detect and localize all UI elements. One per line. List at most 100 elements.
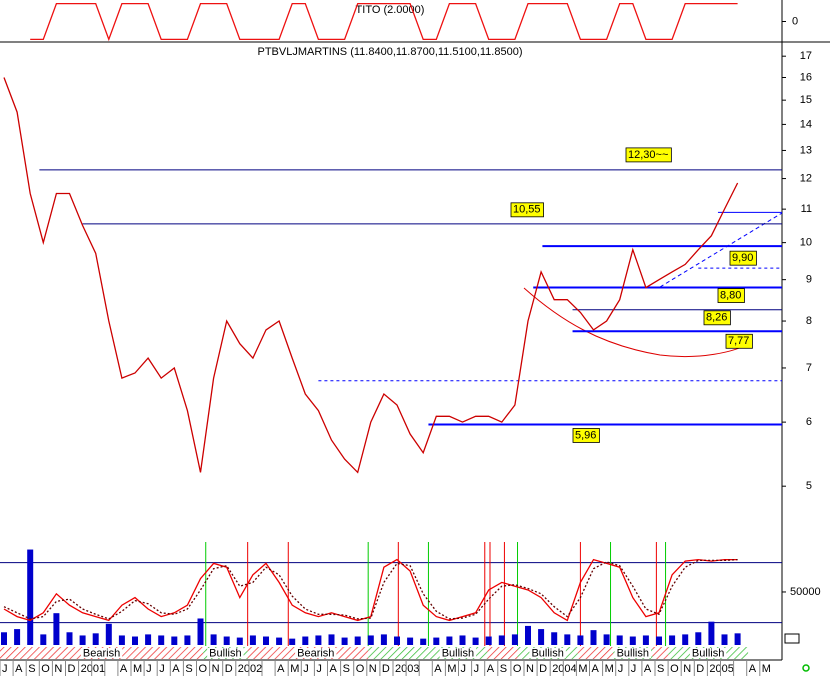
volume-bar [616, 635, 623, 645]
x-tick-label: N [54, 663, 62, 675]
volume-bar [721, 634, 728, 645]
y-tick-label: 13 [800, 144, 812, 156]
volume-bar [1, 632, 7, 645]
volume-bar [472, 637, 479, 645]
volume-bar [590, 630, 597, 645]
x-tick-label: D [225, 663, 233, 675]
scale-box [784, 633, 800, 644]
trend-region [368, 647, 429, 659]
volume-bar [223, 636, 230, 645]
series-line [3, 77, 739, 474]
x-tick-label: J [159, 663, 165, 675]
volume-bar [682, 634, 689, 645]
level-label-box [729, 250, 757, 266]
volume-bar [263, 636, 269, 645]
volume-bar [577, 635, 584, 645]
region-label: Bullish [692, 647, 724, 659]
x-tick-label: N [369, 663, 377, 675]
volume-bar [525, 625, 531, 645]
y-tick-label: 9 [806, 274, 812, 286]
volume-bar [302, 636, 309, 645]
y-tick-label: 12 [800, 172, 812, 184]
trend-region [247, 647, 264, 659]
x-tick-label: A [330, 663, 338, 675]
x-tick-label: M [762, 663, 771, 675]
y-tick-label: 50000 [790, 586, 821, 598]
volume-bar [315, 635, 322, 645]
region-label: Bearish [83, 647, 120, 659]
x-tick-label: A [487, 663, 495, 675]
volume-bar [695, 632, 702, 645]
x-tick-label: J [631, 663, 637, 675]
volume-bar [551, 632, 558, 645]
volume-bar [27, 549, 34, 645]
y-tick-label: 6 [806, 416, 812, 428]
volume-bar [407, 637, 414, 645]
y-tick-label: 8 [806, 315, 812, 327]
x-tick-label: S [185, 663, 192, 675]
indicator-title: TITO (2.0000) [356, 4, 425, 16]
volume-bar [708, 621, 715, 645]
trend-line [659, 212, 783, 288]
volume-bar [420, 638, 427, 645]
volume-bar [328, 634, 335, 645]
x-tick-label: D [696, 663, 704, 675]
x-tick-label: J [474, 663, 480, 675]
level-label: 8,80 [720, 289, 741, 301]
volume-bar [341, 637, 348, 645]
x-tick-label: D [68, 663, 76, 675]
volume-bar [629, 636, 636, 645]
level-label-box [725, 333, 753, 349]
rounding-curve [523, 287, 751, 358]
status-icon [802, 664, 810, 672]
region-label: Bullish [442, 647, 474, 659]
volume-bar [145, 634, 152, 645]
volume-bar [66, 632, 73, 645]
x-tick-label: O [513, 663, 522, 675]
x-tick-label: N [526, 663, 534, 675]
x-tick-label: A [277, 663, 285, 675]
volume-bar [132, 636, 138, 645]
volume-bar [40, 634, 47, 645]
chart-title: PTBVLJMARTINS (11.8400,11.8700,11.5100,1… [258, 46, 523, 58]
x-tick-label: A [120, 663, 128, 675]
x-tick-label: N [212, 663, 220, 675]
region-label: Bullish [617, 647, 649, 659]
volume-bar [276, 637, 283, 645]
region-label: Bullish [531, 647, 563, 659]
region-label-bg [439, 648, 477, 658]
x-tick-label: M [578, 663, 587, 675]
level-label-box [717, 288, 745, 303]
y-tick-label: 15 [800, 94, 812, 106]
x-tick-label: J [618, 663, 624, 675]
x-tick-label: N [683, 663, 691, 675]
x-tick-label: J [461, 663, 467, 675]
y-tick-label: 17 [800, 50, 812, 62]
x-tick-label: 2004 [552, 663, 576, 675]
volume-bar [79, 635, 86, 645]
volume-bar [158, 635, 165, 645]
x-tick-label: S [343, 663, 350, 675]
volume-bar [380, 634, 387, 645]
volume-bar [184, 635, 191, 645]
volume-bar [92, 633, 99, 645]
volume-bar [564, 634, 571, 645]
region-label-bg [689, 648, 727, 658]
x-tick-label: A [592, 663, 600, 675]
y-tick-label: 5 [806, 480, 812, 492]
x-tick-label: A [15, 663, 23, 675]
x-tick-label: M [133, 663, 142, 675]
y-tick-label: 10 [800, 237, 812, 249]
region-label-bg [614, 648, 652, 658]
volume-bar [354, 636, 361, 645]
volume-bar [367, 635, 374, 645]
x-tick-label: S [28, 663, 35, 675]
volume-bar [485, 636, 492, 645]
x-tick-label: D [382, 663, 390, 675]
volume-bar [603, 634, 610, 645]
level-label: 7,77 [728, 335, 749, 347]
level-label: 5,96 [575, 429, 596, 441]
trend-region [487, 647, 518, 659]
level-label-box [510, 202, 544, 218]
